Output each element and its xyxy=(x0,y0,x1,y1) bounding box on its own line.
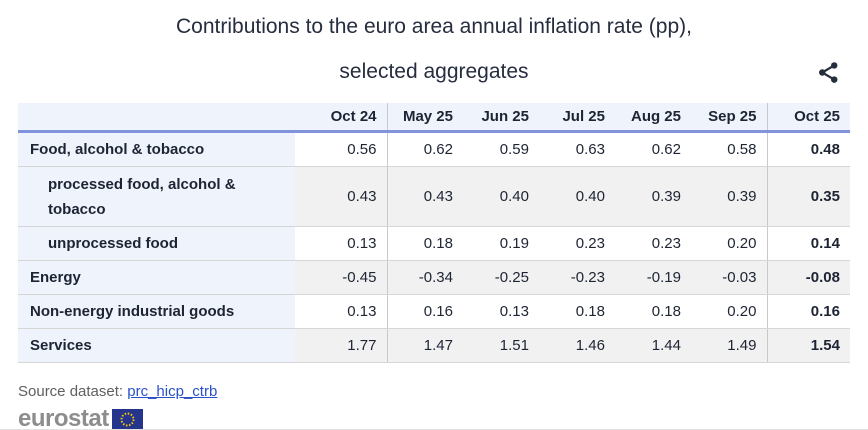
value-cell: -0.34 xyxy=(387,260,463,295)
source-line: Source dataset: prc_hicp_ctrb xyxy=(18,383,868,400)
value-cell: 0.35 xyxy=(766,166,850,227)
chart-title: Contributions to the euro area annual in… xyxy=(0,0,868,94)
column-header-oct-25: Oct 25 xyxy=(766,103,850,133)
value-cell: 0.56 xyxy=(295,131,388,167)
value-cell: 0.18 xyxy=(539,294,615,329)
column-header-aug-25: Aug 25 xyxy=(615,103,691,133)
eurostat-logo: eurostat xyxy=(18,405,868,430)
value-cell: 0.63 xyxy=(539,131,615,167)
column-header-may-25: May 25 xyxy=(387,103,463,133)
value-cell: 0.48 xyxy=(766,131,850,167)
value-cell: 0.40 xyxy=(539,166,615,227)
value-cell: 0.58 xyxy=(691,131,767,167)
value-cell: 1.54 xyxy=(766,328,850,363)
column-header-jul-25: Jul 25 xyxy=(539,103,615,133)
column-header-jun-25: Jun 25 xyxy=(463,103,539,133)
value-cell: 1.51 xyxy=(463,328,539,363)
value-cell: 0.13 xyxy=(295,226,388,261)
row-label: Non-energy industrial goods xyxy=(18,294,295,329)
value-cell: -0.23 xyxy=(539,260,615,295)
value-cell: -0.25 xyxy=(463,260,539,295)
source-dataset-label: Source dataset: xyxy=(18,383,124,400)
value-cell: 1.44 xyxy=(615,328,691,363)
eurostat-logo-text: eurostat xyxy=(18,405,109,430)
value-cell: 0.23 xyxy=(539,226,615,261)
value-cell: 0.20 xyxy=(691,226,767,261)
eu-flag-icon xyxy=(111,408,143,429)
value-cell: -0.08 xyxy=(766,260,850,295)
value-cell: 0.16 xyxy=(387,294,463,329)
chart-title-line-1: Contributions to the euro area annual in… xyxy=(176,15,692,38)
value-cell: 0.39 xyxy=(691,166,767,227)
value-cell: 0.23 xyxy=(615,226,691,261)
value-cell: 0.59 xyxy=(463,131,539,167)
table-row-unprocessed-food: unprocessed food 0.13 0.18 0.19 0.23 0.23 0.20… xyxy=(18,226,850,261)
contributions-table: Oct 24 May 25 Jun 25 Jul 25 Aug 25 Sep 25 Oct … xyxy=(18,103,850,363)
value-cell: -0.03 xyxy=(691,260,767,295)
chart-title-line-2: selected aggregates xyxy=(339,60,529,83)
source-dataset-link[interactable]: prc_hicp_ctrb xyxy=(127,383,218,400)
row-label: processed food, alcohol & tobacco xyxy=(18,166,295,227)
value-cell: 0.40 xyxy=(463,166,539,227)
table-body: Food, alcohol & tobacco 0.56 0.62 0.59 0.63 0… xyxy=(18,131,850,363)
row-label: unprocessed food xyxy=(18,226,295,261)
value-cell: 1.49 xyxy=(691,328,767,363)
table-row-food-alcohol-tobacco: Food, alcohol & tobacco 0.56 0.62 0.59 0.63 0… xyxy=(18,131,850,167)
value-cell: 0.43 xyxy=(295,166,388,227)
value-cell: 1.46 xyxy=(539,328,615,363)
table-row-processed-food-alcohol-tobacco: processed food, alcohol & tobacco 0.43 0.4… xyxy=(18,166,850,227)
value-cell: 0.20 xyxy=(691,294,767,329)
table-row-services: Services 1.77 1.47 1.51 1.46 1.44 1.49 1.54 xyxy=(18,328,850,363)
table-row-energy: Energy -0.45 -0.34 -0.25 -0.23 -0.19 -0.03 -0.0… xyxy=(18,260,850,295)
table-row-non-energy-industrial-goods: Non-energy industrial goods 0.13 0.16 0.13 0… xyxy=(18,294,850,329)
row-label: Energy xyxy=(18,260,295,295)
value-cell: 0.13 xyxy=(463,294,539,329)
share-icon xyxy=(816,60,841,85)
column-header-rowlabels xyxy=(18,103,295,133)
value-cell: 0.62 xyxy=(387,131,463,167)
share-button[interactable] xyxy=(814,58,842,86)
value-cell: 0.19 xyxy=(463,226,539,261)
row-label: Food, alcohol & tobacco xyxy=(18,131,295,167)
row-label: Services xyxy=(18,328,295,363)
value-cell: 1.47 xyxy=(387,328,463,363)
value-cell: 0.16 xyxy=(766,294,850,329)
value-cell: 0.43 xyxy=(387,166,463,227)
value-cell: 0.14 xyxy=(766,226,850,261)
column-header-sep-25: Sep 25 xyxy=(691,103,767,133)
value-cell: 1.77 xyxy=(295,328,388,363)
column-header-oct-24: Oct 24 xyxy=(295,103,388,133)
value-cell: 0.18 xyxy=(387,226,463,261)
value-cell: 0.13 xyxy=(295,294,388,329)
value-cell: 0.39 xyxy=(615,166,691,227)
value-cell: 0.62 xyxy=(615,131,691,167)
table-header-row: Oct 24 May 25 Jun 25 Jul 25 Aug 25 Sep 25 Oct … xyxy=(18,103,850,133)
value-cell: -0.45 xyxy=(295,260,388,295)
value-cell: 0.18 xyxy=(615,294,691,329)
value-cell: -0.19 xyxy=(615,260,691,295)
